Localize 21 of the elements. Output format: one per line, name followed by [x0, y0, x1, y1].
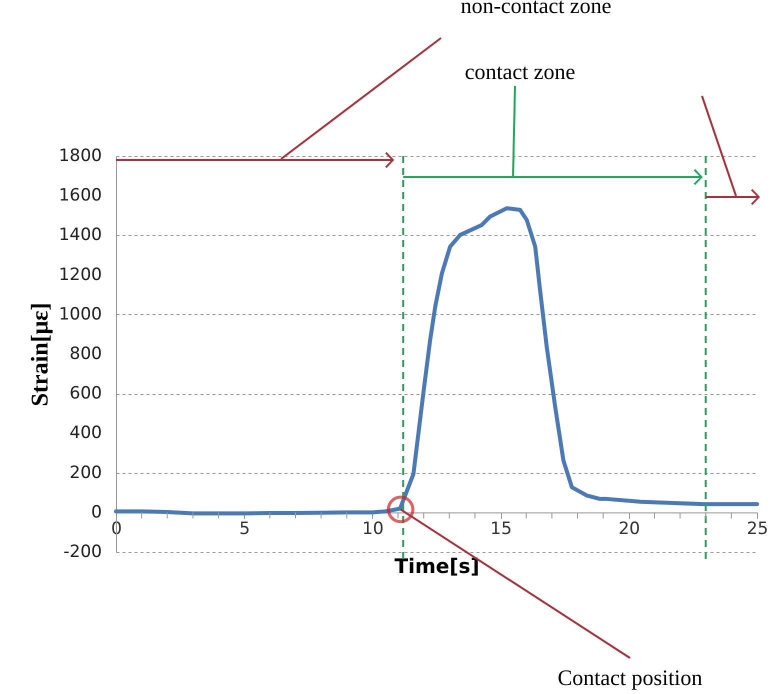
y-tick-label: 0 — [91, 502, 102, 522]
y-tick-label: 200 — [70, 462, 102, 483]
annotation: Contact position — [558, 665, 702, 690]
y-tick-label: 1800 — [58, 146, 102, 166]
x-axis-title: Time[s] — [394, 554, 480, 578]
y-tick-label: -200 — [63, 542, 102, 562]
text: non-contact zone — [460, 0, 612, 18]
y-tick-label: 1400 — [58, 225, 102, 246]
y-tick-label: 1200 — [58, 264, 102, 285]
y-tick-label: 1000 — [58, 304, 102, 324]
x-tick-label: 10 — [362, 518, 384, 539]
y-tick-label: 600 — [70, 384, 102, 404]
y-axis-title: Strain[με] — [28, 302, 54, 406]
y-tick-label: 800 — [70, 344, 102, 364]
x-tick-label: 20 — [618, 518, 640, 539]
x-tick-label: 5 — [239, 518, 250, 539]
y-tick-label: 400 — [70, 423, 102, 444]
x-tick-label: 15 — [490, 518, 512, 539]
x-tick-label: 25 — [746, 518, 768, 539]
y-tick-label: 1600 — [58, 186, 102, 206]
text: contact zone — [464, 59, 576, 84]
